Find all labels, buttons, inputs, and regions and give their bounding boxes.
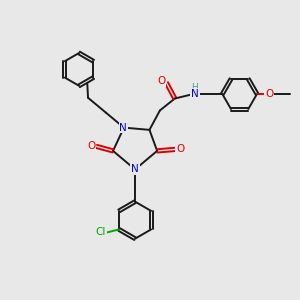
Text: H: H (191, 83, 198, 92)
Text: O: O (157, 76, 165, 86)
Text: N: N (119, 123, 127, 133)
Text: O: O (87, 141, 95, 152)
Text: O: O (265, 89, 273, 99)
Text: N: N (131, 164, 139, 174)
Text: N: N (191, 89, 199, 99)
Text: Cl: Cl (95, 227, 106, 237)
Text: O: O (176, 144, 184, 154)
